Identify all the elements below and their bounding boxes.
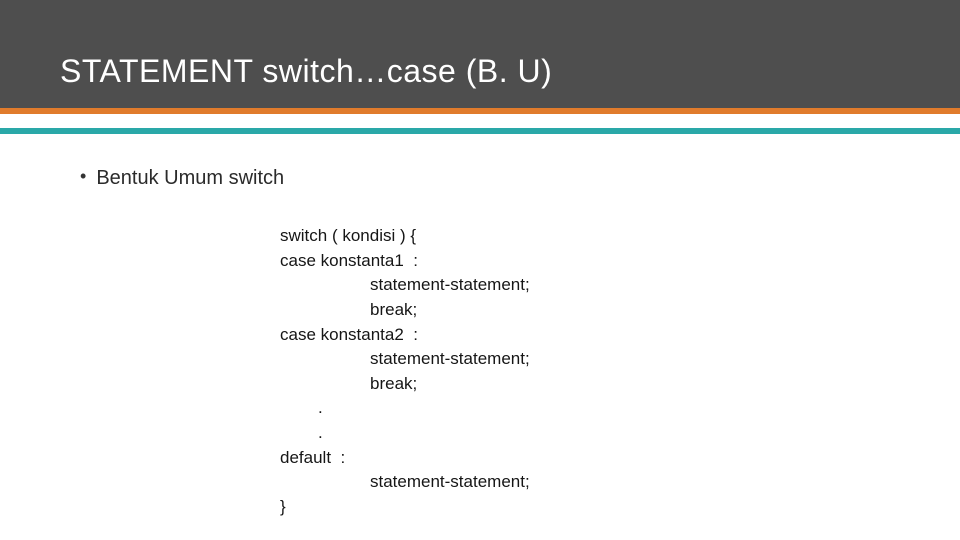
code-line: case konstanta1 : — [280, 249, 700, 274]
code-line: statement-statement; — [280, 347, 700, 372]
title-header: STATEMENT switch…case (B. U) — [0, 0, 960, 108]
code-line: break; — [280, 298, 700, 323]
code-block: switch ( kondisi ) {case konstanta1 :sta… — [270, 216, 710, 528]
code-line: default : — [280, 446, 700, 471]
content-area: • Bentuk Umum switch switch ( kondisi ) … — [0, 134, 960, 528]
bullet-item: • Bentuk Umum switch — [80, 164, 900, 192]
code-line: } — [280, 495, 700, 520]
code-line: case konstanta2 : — [280, 323, 700, 348]
code-line: . — [280, 396, 700, 421]
code-line: break; — [280, 372, 700, 397]
divider-orange — [0, 108, 960, 114]
bullet-marker: • — [80, 164, 86, 189]
bullet-text: Bentuk Umum switch — [96, 164, 284, 192]
code-line: statement-statement; — [280, 470, 700, 495]
slide-title: STATEMENT switch…case (B. U) — [60, 53, 552, 90]
code-line: switch ( kondisi ) { — [280, 224, 700, 249]
code-line: . — [280, 421, 700, 446]
code-line: statement-statement; — [280, 273, 700, 298]
